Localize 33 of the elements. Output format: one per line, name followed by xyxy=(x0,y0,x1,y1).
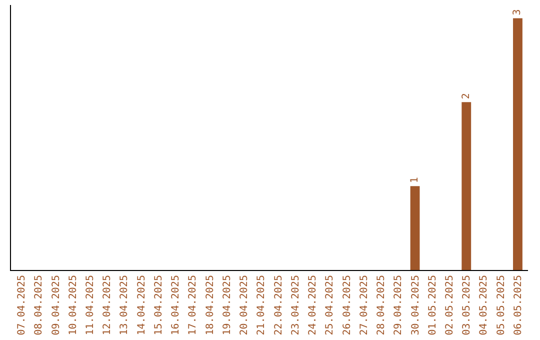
x-tick-label: 08.04.2025 xyxy=(34,275,45,336)
x-tick-label: 20.04.2025 xyxy=(239,275,250,336)
x-tick-label: 28.04.2025 xyxy=(376,275,388,336)
x-tick-label: 18.04.2025 xyxy=(204,275,216,336)
x-tick-label: 29.04.2025 xyxy=(393,275,404,336)
x-tick-label: 24.04.2025 xyxy=(308,275,319,336)
x-tick-label: 21.04.2025 xyxy=(256,275,268,336)
x-tick-label: 05.05.2025 xyxy=(496,275,507,336)
x-tick-label: 03.05.2025 xyxy=(462,275,473,336)
x-tick-label: 07.04.2025 xyxy=(16,275,28,336)
x-tick-label: 12.04.2025 xyxy=(102,275,114,336)
x-tick-label: 14.04.2025 xyxy=(136,275,148,336)
x-tick-label: 30.04.2025 xyxy=(410,275,422,336)
x-tick-label: 11.04.2025 xyxy=(85,275,96,336)
x-tick-label: 26.04.2025 xyxy=(342,275,353,336)
data-label: 3 xyxy=(512,9,524,16)
x-tick-label: 01.05.2025 xyxy=(427,275,438,336)
x-tick-label: 22.04.2025 xyxy=(273,275,284,336)
x-tick-label: 19.04.2025 xyxy=(222,275,233,336)
x-tick-label: 13.04.2025 xyxy=(119,275,130,336)
x-tick-label: 23.04.2025 xyxy=(290,275,302,336)
x-tick-label: 06.05.2025 xyxy=(512,275,524,336)
x-tick-label: 09.04.2025 xyxy=(50,275,62,336)
x-tick-label: 04.05.2025 xyxy=(478,275,490,336)
data-label: 1 xyxy=(410,177,421,184)
x-tick-label: 25.04.2025 xyxy=(324,275,336,336)
x-tick-label: 27.04.2025 xyxy=(358,275,370,336)
x-tick-label: 17.04.2025 xyxy=(188,275,199,336)
x-tick-label: 10.04.2025 xyxy=(68,275,79,336)
data-label: 2 xyxy=(460,93,472,100)
x-tick-label: 16.04.2025 xyxy=(170,275,182,336)
x-tick-label: 15.04.2025 xyxy=(153,275,164,336)
x-tick-label: 02.05.2025 xyxy=(444,275,456,336)
